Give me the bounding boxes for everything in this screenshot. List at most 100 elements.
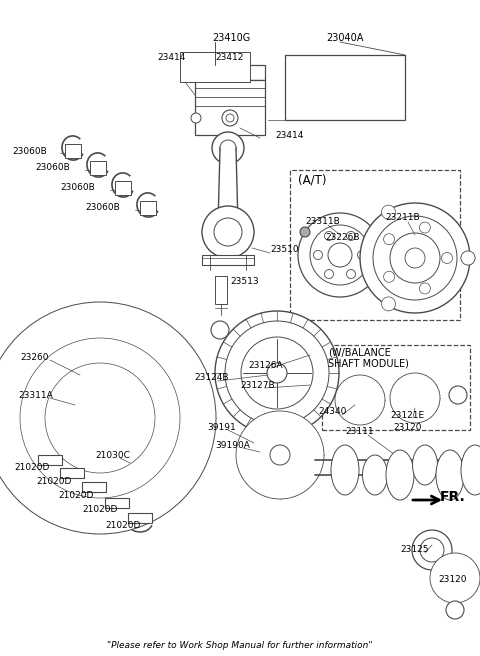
- Circle shape: [191, 113, 201, 123]
- Text: 39190A: 39190A: [215, 440, 250, 449]
- Circle shape: [347, 232, 356, 241]
- Circle shape: [222, 110, 238, 126]
- Circle shape: [373, 216, 457, 300]
- Text: 21020D: 21020D: [58, 491, 94, 499]
- Circle shape: [324, 270, 334, 279]
- Ellipse shape: [412, 445, 437, 485]
- Ellipse shape: [331, 445, 359, 495]
- Text: 21020D: 21020D: [36, 476, 72, 485]
- Text: 23060B: 23060B: [85, 203, 120, 213]
- Circle shape: [384, 272, 395, 282]
- Circle shape: [220, 140, 236, 156]
- Bar: [115, 181, 131, 195]
- Circle shape: [390, 233, 440, 283]
- Circle shape: [347, 270, 356, 279]
- Circle shape: [328, 243, 352, 267]
- Circle shape: [335, 375, 385, 425]
- Bar: [140, 201, 156, 215]
- Circle shape: [78, 344, 92, 359]
- Bar: [285, 55, 405, 120]
- Text: (W/BALANCE
SHAFT MODULE): (W/BALANCE SHAFT MODULE): [328, 347, 409, 369]
- Circle shape: [449, 386, 467, 404]
- Text: 23311B: 23311B: [305, 218, 340, 226]
- Circle shape: [236, 411, 324, 499]
- Text: 23111: 23111: [345, 428, 373, 436]
- Circle shape: [86, 404, 114, 432]
- Circle shape: [393, 376, 437, 420]
- Text: 23060B: 23060B: [35, 163, 70, 173]
- Ellipse shape: [353, 102, 363, 112]
- Circle shape: [298, 213, 382, 297]
- Circle shape: [433, 556, 477, 600]
- Circle shape: [212, 132, 244, 164]
- Bar: [82, 482, 106, 492]
- Circle shape: [461, 251, 475, 265]
- Text: 21020D: 21020D: [105, 520, 140, 529]
- Text: "Please refer to Work Shop Manual for further information": "Please refer to Work Shop Manual for fu…: [107, 640, 373, 649]
- Circle shape: [461, 251, 475, 265]
- Circle shape: [0, 308, 210, 528]
- Text: 23120: 23120: [438, 575, 467, 584]
- Ellipse shape: [292, 68, 312, 86]
- Text: 23414: 23414: [275, 131, 303, 140]
- Ellipse shape: [362, 455, 387, 495]
- Circle shape: [135, 358, 149, 372]
- Text: 23127B: 23127B: [240, 380, 275, 390]
- Circle shape: [470, 458, 480, 478]
- Text: 23121E: 23121E: [390, 411, 424, 419]
- Text: 23120: 23120: [393, 424, 421, 432]
- Circle shape: [270, 445, 290, 465]
- Text: (A/T): (A/T): [298, 173, 326, 186]
- Circle shape: [135, 464, 149, 478]
- Circle shape: [241, 337, 313, 409]
- Ellipse shape: [436, 450, 464, 500]
- Text: 23513: 23513: [230, 277, 259, 287]
- Text: 23414: 23414: [157, 54, 185, 62]
- Circle shape: [248, 423, 312, 487]
- Circle shape: [340, 380, 380, 420]
- Circle shape: [384, 234, 395, 245]
- Text: 23510: 23510: [270, 245, 299, 255]
- Ellipse shape: [461, 445, 480, 495]
- Circle shape: [430, 553, 480, 603]
- Ellipse shape: [353, 73, 363, 81]
- Circle shape: [412, 530, 452, 570]
- Text: 24340: 24340: [318, 407, 347, 417]
- Bar: [195, 80, 265, 135]
- Circle shape: [420, 283, 431, 294]
- Text: 23260: 23260: [20, 352, 48, 361]
- Circle shape: [211, 321, 229, 339]
- Ellipse shape: [325, 73, 335, 81]
- Circle shape: [242, 417, 318, 493]
- Ellipse shape: [348, 68, 368, 86]
- Ellipse shape: [325, 102, 335, 112]
- Ellipse shape: [297, 102, 307, 112]
- Ellipse shape: [320, 98, 340, 116]
- Circle shape: [395, 378, 435, 418]
- Circle shape: [2, 320, 198, 516]
- Ellipse shape: [386, 450, 414, 500]
- Circle shape: [420, 222, 431, 233]
- Circle shape: [442, 253, 453, 264]
- Bar: [90, 161, 106, 175]
- Circle shape: [0, 302, 216, 534]
- Circle shape: [405, 248, 425, 268]
- Ellipse shape: [348, 98, 368, 116]
- Ellipse shape: [297, 73, 307, 81]
- Bar: [65, 144, 81, 158]
- Circle shape: [32, 441, 46, 455]
- Bar: [128, 513, 152, 523]
- Circle shape: [202, 206, 254, 258]
- Text: 21030C: 21030C: [95, 451, 130, 459]
- Text: A: A: [456, 390, 461, 400]
- Bar: [105, 498, 129, 508]
- Circle shape: [310, 225, 370, 285]
- Circle shape: [382, 297, 396, 311]
- Ellipse shape: [320, 68, 340, 86]
- Circle shape: [446, 601, 464, 619]
- Circle shape: [240, 415, 320, 495]
- Circle shape: [358, 251, 367, 260]
- Circle shape: [267, 363, 287, 383]
- Circle shape: [45, 363, 155, 473]
- Circle shape: [70, 388, 130, 448]
